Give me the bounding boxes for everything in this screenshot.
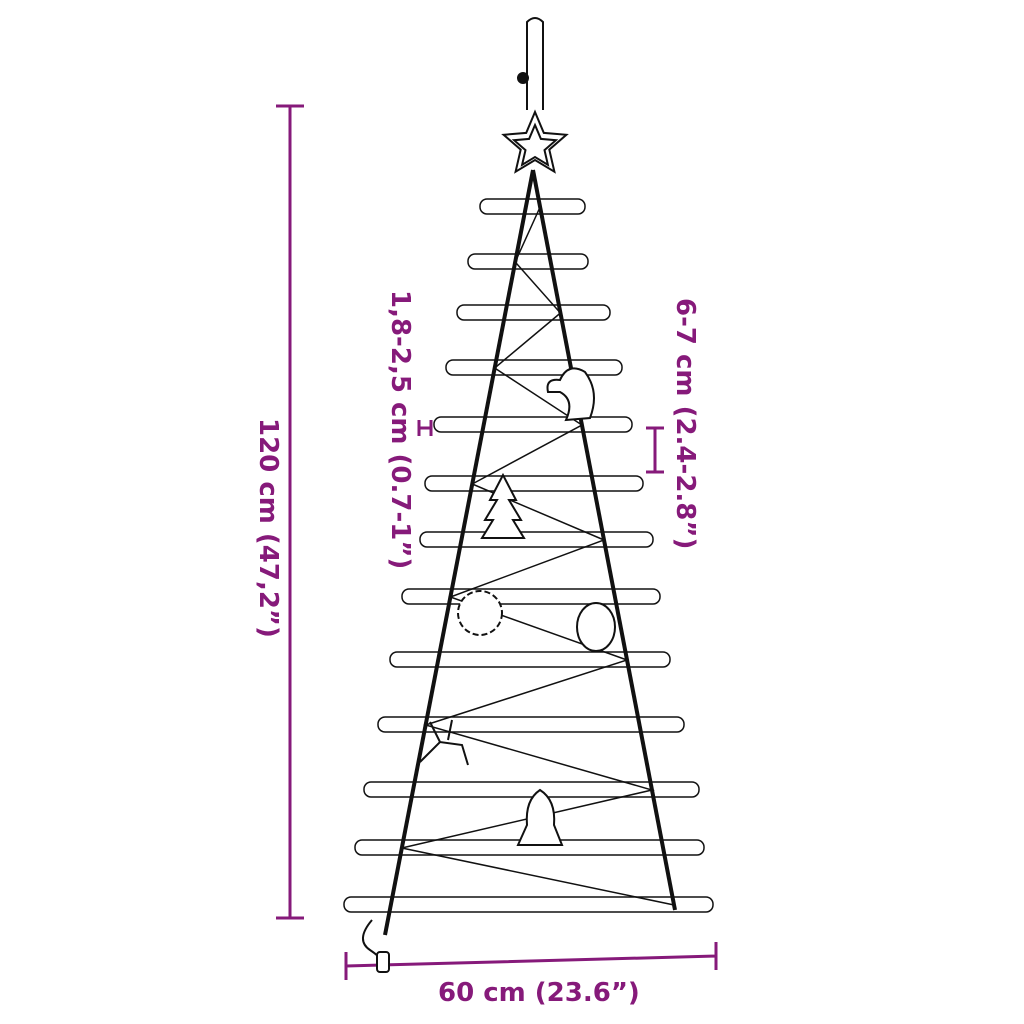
- bauble-ornament-icon: [576, 602, 616, 652]
- branch-rung: [401, 588, 661, 605]
- branch-rung: [445, 359, 623, 376]
- thickness-dimension-mark: [417, 420, 433, 436]
- wire-zigzag: [401, 206, 675, 906]
- spacing-dimension-mark: [646, 426, 664, 474]
- branch-rung: [419, 531, 654, 548]
- width-label: 60 cm (23.6”): [438, 978, 640, 1008]
- bell-ornament-icon: [516, 788, 564, 846]
- hanging-loop: [526, 17, 544, 110]
- branch-rung: [343, 896, 714, 913]
- branch-rung: [389, 651, 671, 668]
- branch-thickness-label: 1,8-2,5 cm (0.7-1”): [385, 290, 415, 570]
- width-dimension-line: [344, 942, 718, 980]
- branch-rung: [433, 416, 633, 433]
- height-dimension-line: [276, 104, 304, 920]
- hook-icon: [517, 72, 529, 84]
- branch-rung: [479, 198, 586, 215]
- star-icon: [501, 109, 569, 174]
- branch-rung: [424, 475, 644, 492]
- snowflake-ornament-icon: [457, 590, 503, 636]
- usb-plug-icon: [376, 951, 390, 973]
- branch-spacing-label: 6-7 cm (2.4-2.8”): [670, 298, 700, 550]
- branch-rung: [363, 781, 700, 798]
- left-light-string: [383, 169, 535, 936]
- tree-ornament-icon: [480, 472, 526, 539]
- height-label: 120 cm (47,2”): [253, 418, 283, 638]
- unicorn-ornament-icon: [546, 367, 595, 422]
- reindeer-ornament-icon: [419, 719, 469, 766]
- branch-rung: [456, 304, 611, 321]
- star-inner-icon: [511, 122, 559, 167]
- branch-rung: [467, 253, 589, 270]
- branch-rung: [377, 716, 685, 733]
